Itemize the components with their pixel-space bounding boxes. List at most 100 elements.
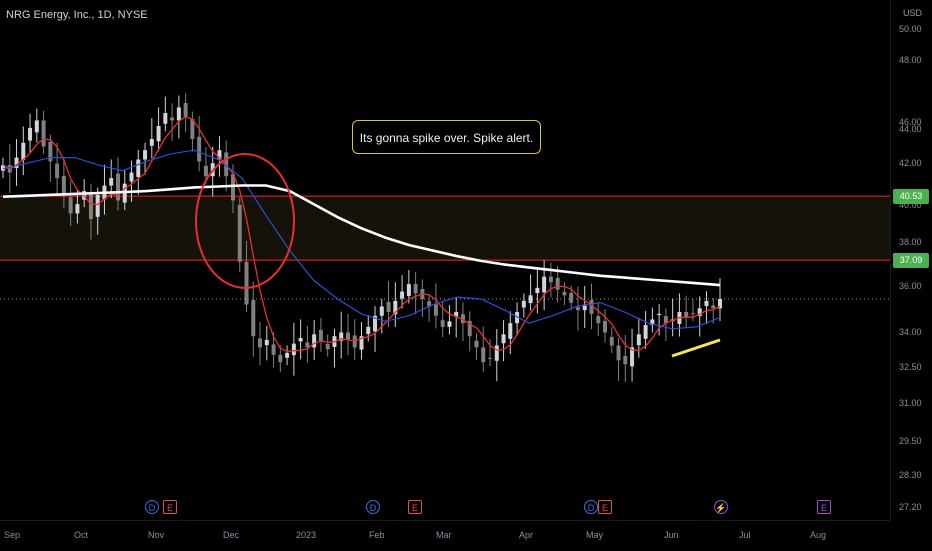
- candle-body: [488, 357, 493, 359]
- candle-body: [393, 300, 398, 315]
- callout-annotation[interactable]: Its gonna spike over. Spike alert.: [352, 120, 541, 154]
- candle-body: [467, 320, 472, 337]
- time-scale[interactable]: [0, 520, 890, 551]
- candle-body: [14, 157, 19, 169]
- x-tick-label: May: [586, 530, 604, 540]
- candle-body: [305, 342, 310, 348]
- level-price-tag[interactable]: 37.09: [893, 253, 929, 269]
- candle-body: [170, 117, 175, 121]
- candle-body: [217, 150, 222, 159]
- x-tick-label: Mar: [436, 530, 452, 540]
- candle-body: [359, 336, 364, 350]
- candle-body: [447, 321, 452, 327]
- candle-body: [379, 306, 384, 316]
- candle-body: [718, 299, 722, 309]
- candle-body: [339, 332, 344, 341]
- currency-label: USD: [903, 8, 923, 18]
- candle-body: [55, 163, 60, 179]
- candle-body: [508, 323, 513, 339]
- candle-body: [555, 277, 560, 290]
- chart-title: NRG Energy, Inc., 1D, NYSE: [6, 9, 148, 21]
- x-tick-label: Sep: [4, 530, 21, 540]
- candle-body: [318, 329, 323, 342]
- y-tick-label: 46.00: [899, 117, 922, 127]
- candle-body: [244, 261, 249, 305]
- candle-body: [298, 338, 303, 342]
- candle-body: [697, 308, 702, 317]
- series-line-ma-50: [2, 149, 721, 330]
- trend-line[interactable]: [671, 338, 721, 358]
- x-tick-label: Aug: [810, 530, 827, 540]
- candle-body: [345, 332, 350, 340]
- candle-body: [440, 320, 445, 327]
- candle-body: [291, 343, 296, 356]
- candle-body: [460, 314, 465, 324]
- candle-body: [285, 352, 290, 358]
- candle-body: [582, 304, 587, 311]
- candle-body: [230, 174, 235, 201]
- upcoming-earnings-event-icon[interactable]: E: [817, 500, 831, 514]
- y-tick-label: 31.00: [899, 398, 922, 408]
- candle-body: [548, 276, 553, 283]
- x-tick-label: Dec: [223, 530, 240, 540]
- candle-body: [21, 142, 26, 160]
- candle-body: [34, 120, 39, 133]
- split-event-icon[interactable]: ⚡: [714, 500, 728, 514]
- candle-body: [28, 127, 33, 141]
- candle-body: [596, 316, 601, 324]
- candle-body: [501, 334, 506, 344]
- dividend-event-icon[interactable]: D: [145, 500, 159, 514]
- x-tick-label: 2023: [296, 530, 317, 540]
- price-scale[interactable]: [890, 0, 932, 520]
- earnings-event-icon[interactable]: E: [163, 500, 177, 514]
- candle-body: [663, 316, 668, 324]
- candle-body: [88, 193, 93, 220]
- x-tick-label: Oct: [74, 530, 89, 540]
- earnings-event-icon[interactable]: E: [408, 500, 422, 514]
- candle-body: [589, 300, 594, 314]
- y-tick-label: 48.00: [899, 55, 922, 65]
- y-tick-label: 44.00: [899, 124, 922, 134]
- candle-body: [156, 126, 161, 142]
- candle-body: [528, 295, 533, 304]
- candle-body: [251, 300, 256, 337]
- level-price-tag[interactable]: 40.53: [893, 189, 929, 205]
- candle-body: [406, 284, 411, 297]
- x-tick-label: Jul: [739, 530, 751, 540]
- y-tick-label: 50.00: [899, 24, 922, 34]
- candle-body: [48, 142, 53, 162]
- y-tick-label: 28.30: [899, 470, 922, 480]
- earnings-event-icon[interactable]: E: [598, 500, 612, 514]
- candle-body: [386, 301, 391, 313]
- y-tick-label: 40.00: [899, 200, 922, 210]
- candle-body: [630, 347, 635, 367]
- dividend-event-icon[interactable]: D: [366, 500, 380, 514]
- candle-body: [603, 320, 608, 333]
- candle-body: [427, 301, 432, 307]
- candle-body: [575, 307, 580, 311]
- x-tick-label: Feb: [369, 530, 385, 540]
- candle-body: [278, 354, 283, 363]
- candle-body: [197, 136, 202, 162]
- candle-body: [95, 194, 100, 217]
- candle-body: [312, 334, 317, 348]
- candle-body: [684, 312, 689, 318]
- candle-body: [237, 204, 242, 262]
- candle-body: [1, 165, 5, 171]
- candle-body: [454, 312, 459, 317]
- candle-body: [41, 120, 46, 147]
- candle-body: [535, 287, 540, 294]
- price-chart[interactable]: [0, 0, 890, 520]
- highlight-circle[interactable]: [195, 153, 295, 289]
- candle-body: [109, 178, 114, 186]
- y-tick-label: 27.20: [899, 502, 922, 512]
- dividend-event-icon[interactable]: D: [584, 500, 598, 514]
- resistance-zone: [0, 196, 890, 261]
- candle-body: [433, 304, 438, 316]
- x-tick-label: Nov: [148, 530, 165, 540]
- chart-area[interactable]: NRG Energy, Inc., 1D, NYSE Its gonna spi…: [0, 0, 890, 520]
- candle-body: [163, 113, 168, 124]
- y-tick-label: 38.00: [899, 237, 922, 247]
- candle-body: [143, 150, 148, 160]
- candle-body: [373, 315, 378, 332]
